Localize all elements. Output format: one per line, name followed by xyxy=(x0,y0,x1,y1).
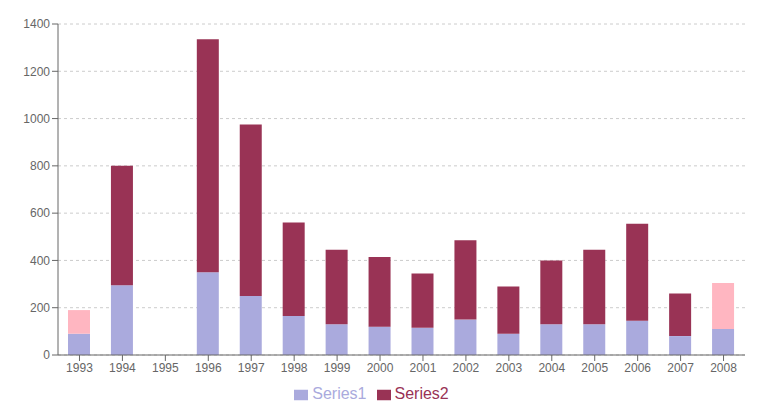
svg-text:2006: 2006 xyxy=(624,361,651,375)
svg-text:1200: 1200 xyxy=(23,65,50,79)
svg-text:1998: 1998 xyxy=(281,361,308,375)
svg-text:2004: 2004 xyxy=(538,361,565,375)
svg-text:1000: 1000 xyxy=(23,112,50,126)
svg-text:2005: 2005 xyxy=(581,361,608,375)
svg-text:600: 600 xyxy=(30,206,50,220)
svg-text:1994: 1994 xyxy=(109,361,136,375)
html-text:Series2: Series2 xyxy=(394,385,449,402)
svg-text:1997: 1997 xyxy=(238,361,265,375)
svg-text:2008: 2008 xyxy=(710,361,737,375)
svg-text:1993: 1993 xyxy=(66,361,93,375)
svg-text:1996: 1996 xyxy=(195,361,222,375)
svg-text:2000: 2000 xyxy=(367,361,394,375)
svg-text:400: 400 xyxy=(30,254,50,268)
svg-text:1995: 1995 xyxy=(152,361,179,375)
svg-text:2002: 2002 xyxy=(453,361,480,375)
html-text:Series1: Series1 xyxy=(312,385,367,402)
svg-text:1999: 1999 xyxy=(324,361,351,375)
svg-text:200: 200 xyxy=(30,301,50,315)
svg-text:0: 0 xyxy=(43,348,50,362)
svg-text:2003: 2003 xyxy=(495,361,522,375)
svg-text:2001: 2001 xyxy=(410,361,437,375)
svg-text:1400: 1400 xyxy=(23,17,50,31)
svg-text:800: 800 xyxy=(30,159,50,173)
svg-text:2007: 2007 xyxy=(667,361,694,375)
